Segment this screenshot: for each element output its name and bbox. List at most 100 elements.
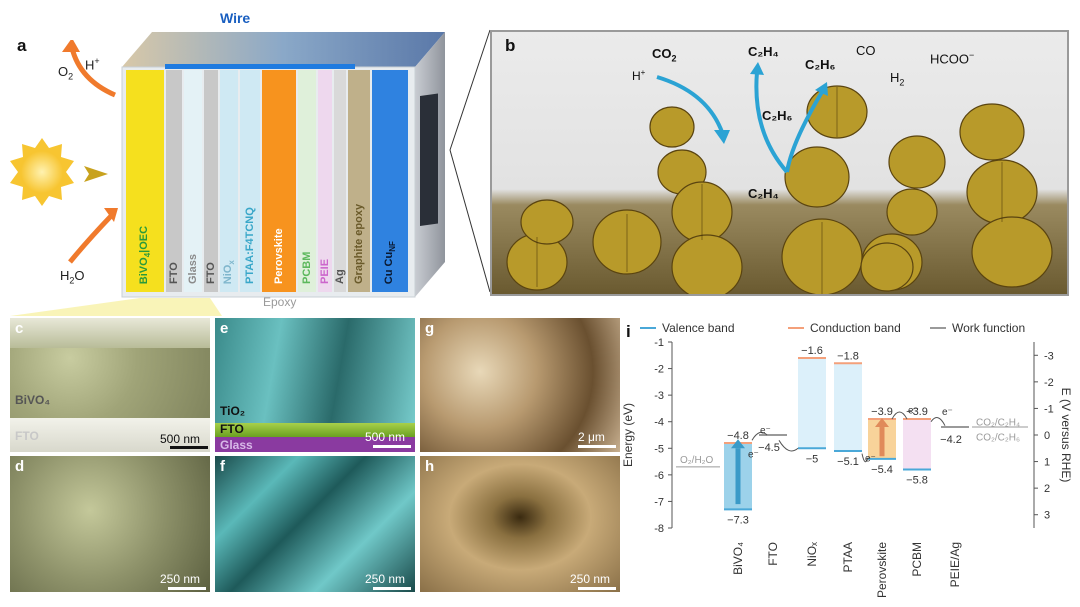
energy-level-chart: Valence band Conduction band Work function… bbox=[621, 321, 1073, 598]
cb-value-label: −4.8 bbox=[727, 430, 749, 442]
panel-b-letter: b bbox=[505, 36, 516, 55]
legend-label: Valence band bbox=[662, 321, 735, 335]
category-label: PEIE/Ag bbox=[948, 542, 962, 587]
electron-label: e⁻ bbox=[748, 450, 759, 461]
bivo4-label: BiVO₄ bbox=[15, 393, 51, 407]
co-label: CO bbox=[856, 43, 876, 58]
vb-value-label: −5.1 bbox=[837, 456, 859, 468]
band-rect bbox=[903, 419, 931, 470]
category-label: PTAA bbox=[841, 542, 855, 572]
electron-label: e⁻ bbox=[760, 426, 771, 437]
y-tick-label: -3 bbox=[654, 390, 664, 402]
electron-label: e⁻ bbox=[942, 407, 953, 418]
wf-value-label: −4.5 bbox=[758, 442, 780, 454]
vb-value-label: −7.3 bbox=[727, 514, 749, 526]
vb-value-label: −5.8 bbox=[906, 475, 928, 487]
zoom-connectors bbox=[10, 29, 491, 316]
fto-label-c: FTO bbox=[15, 429, 39, 443]
co2-label: CO2 bbox=[652, 46, 677, 64]
device-layer: PTAA:F4TCNQ bbox=[240, 70, 260, 292]
sem-panel-h: h 250 nm bbox=[420, 456, 620, 592]
y-tick-label-right: -1 bbox=[1044, 403, 1054, 415]
category-label: Perovskite bbox=[875, 542, 889, 598]
y-axis-label-left: Energy (eV) bbox=[621, 403, 635, 467]
device-layer: NiOx bbox=[220, 70, 238, 292]
device-layer: PEIE bbox=[318, 70, 332, 292]
y-tick-label-right: 0 bbox=[1044, 430, 1050, 442]
electron-transfer-arrow bbox=[930, 417, 946, 426]
category-label: NiOₓ bbox=[805, 542, 819, 567]
bivo4-arrow-head bbox=[731, 439, 745, 449]
scale-e: 500 nm bbox=[365, 430, 406, 444]
y-tick-label: -5 bbox=[654, 443, 664, 455]
redox-label-o2: O₂/H₂O bbox=[680, 455, 714, 466]
legend-label: Work function bbox=[952, 321, 1025, 335]
y-tick-label-right: 1 bbox=[1044, 457, 1050, 469]
o2-label: O2 bbox=[58, 64, 74, 82]
device-layer: BiVO4|OEC bbox=[126, 70, 164, 292]
sem-panel-d: d 250 nm bbox=[10, 456, 210, 592]
redox-label-c2h4: CO₂/C₂H₄ bbox=[976, 418, 1020, 429]
redox-label-c2h6: CO₂/C₂H₆ bbox=[976, 432, 1020, 443]
reaction-hplus: H+ bbox=[632, 68, 646, 83]
h2o-arrow bbox=[68, 213, 114, 264]
panel-i-letter: i bbox=[626, 322, 631, 341]
cb-value-label: −3.9 bbox=[906, 406, 928, 418]
category-label: PCBM bbox=[910, 542, 924, 577]
electron-transfer-arrow bbox=[861, 453, 869, 463]
device-window bbox=[420, 93, 438, 226]
device-layer: Graphite epoxy bbox=[348, 70, 370, 292]
category-label: BiVO₄ bbox=[731, 542, 745, 575]
scale-g: 2 μm bbox=[578, 430, 605, 444]
sem-panel-e: e TiO₂ FTO Glass 500 nm bbox=[215, 318, 415, 452]
c2h4-low-label: C₂H₄ bbox=[748, 186, 779, 201]
c2h4-top-label: C₂H₄ bbox=[748, 44, 779, 59]
y-tick-label: -2 bbox=[654, 364, 664, 376]
device-layer: FTO bbox=[166, 70, 182, 292]
layer-stack: BiVO4|OEC FTO Glass FTO NiOx PTAA:F4TCNQ Perov… bbox=[126, 70, 411, 292]
epoxy-label: Epoxy bbox=[263, 295, 297, 309]
y-tick-label-right: 3 bbox=[1044, 510, 1050, 522]
y-tick-label: -6 bbox=[654, 470, 664, 482]
y-tick-label: -1 bbox=[654, 337, 664, 349]
band-rect bbox=[798, 357, 826, 449]
sun-icon bbox=[10, 138, 74, 206]
panel-a-letter: a bbox=[17, 36, 27, 55]
y-tick-label-right: 2 bbox=[1044, 483, 1050, 495]
y-tick-label-right: -2 bbox=[1044, 377, 1054, 389]
scale-d: 250 nm bbox=[160, 572, 201, 586]
electron-transfer-arrow bbox=[751, 431, 768, 441]
h2-label: H2 bbox=[890, 70, 905, 88]
device-layer: Perovskite bbox=[262, 70, 296, 292]
c2h6-top-label: C₂H₆ bbox=[805, 57, 836, 72]
legend-label: Conduction band bbox=[810, 321, 901, 335]
y-tick-label-right: -3 bbox=[1044, 350, 1054, 362]
cb-value-label: −1.8 bbox=[837, 350, 859, 362]
light-arrow bbox=[84, 166, 108, 182]
sem-panel-g: g 2 μm bbox=[420, 318, 620, 452]
scale-h: 250 nm bbox=[570, 572, 611, 586]
vb-value-label: −5.4 bbox=[871, 464, 893, 476]
electron-label: e⁻ bbox=[908, 406, 919, 417]
panel-f-letter: f bbox=[220, 458, 225, 475]
y-axis-label-right: E (V versus RHE) bbox=[1059, 388, 1073, 483]
electron-transfer-arrow bbox=[778, 440, 799, 452]
electron-transfer-arrow bbox=[891, 411, 908, 420]
panel-e-letter: e bbox=[220, 320, 229, 337]
device-layer: PCBM bbox=[298, 70, 316, 292]
glass-label: Glass bbox=[220, 438, 253, 452]
panel-c-letter: c bbox=[15, 320, 24, 337]
sem-panel-c: c BiVO₄ FTO 500 nm bbox=[10, 318, 210, 452]
device-layer: Ag bbox=[334, 70, 346, 292]
fto-label-e: FTO bbox=[220, 422, 244, 436]
c2h6-mid-label: C₂H₆ bbox=[762, 108, 793, 123]
y-tick-label: -8 bbox=[654, 523, 664, 535]
wf-value-label: −4.2 bbox=[940, 434, 962, 446]
device-top-face bbox=[122, 32, 445, 67]
o2-arrow bbox=[69, 47, 117, 98]
cb-value-label: −3.9 bbox=[871, 406, 893, 418]
tio2-label: TiO₂ bbox=[220, 404, 246, 418]
panel-h-letter: h bbox=[425, 458, 435, 475]
device-layer: Glass bbox=[184, 70, 202, 292]
scale-f: 250 nm bbox=[365, 572, 406, 586]
